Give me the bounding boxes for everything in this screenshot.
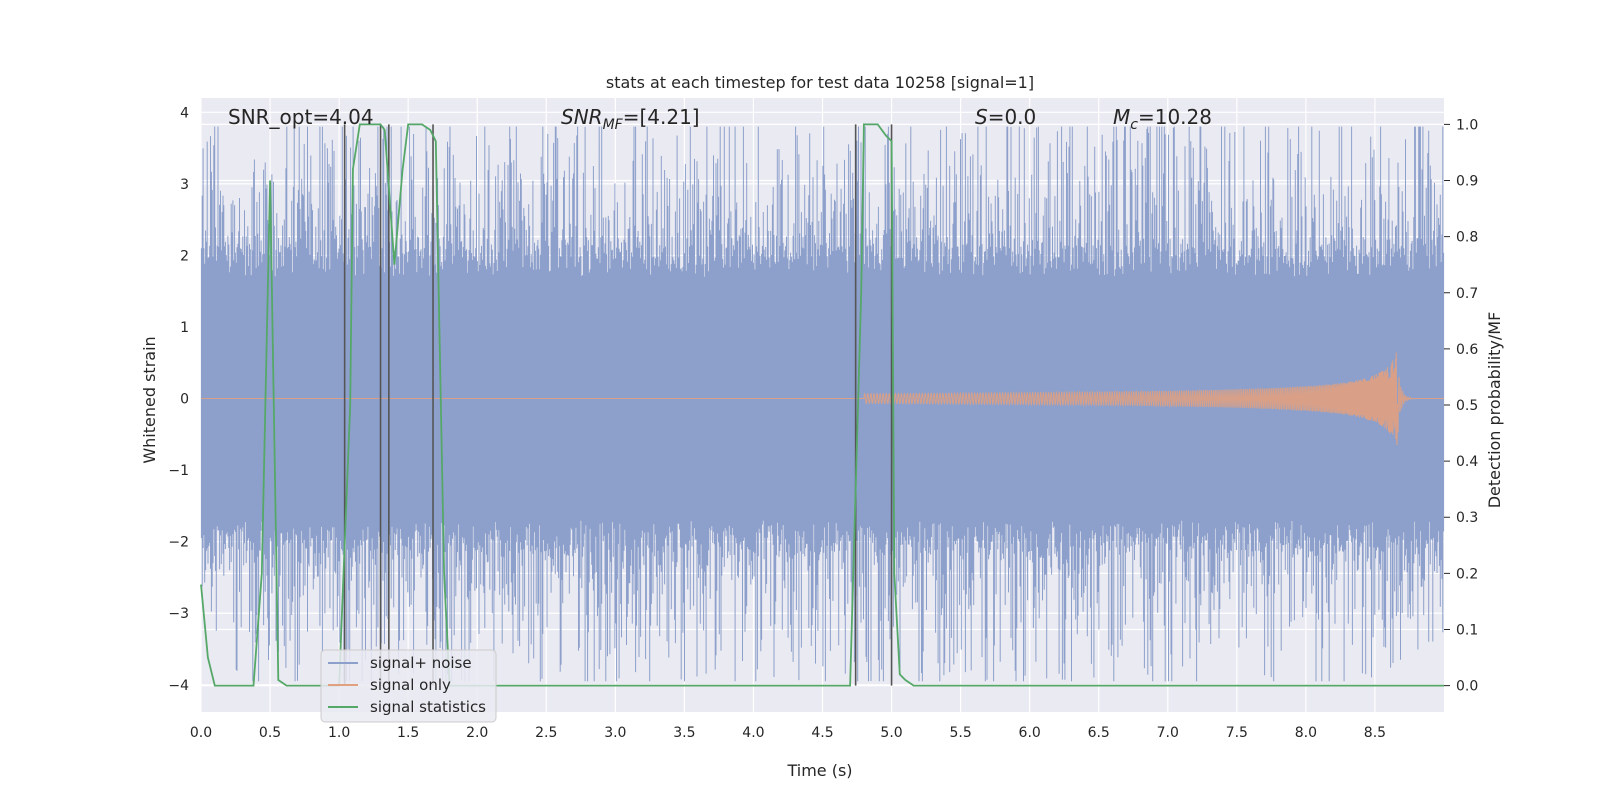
y-tick-label-left: 4 [180,105,189,121]
x-tick-label: 2.0 [466,725,488,741]
x-tick-label: 2.5 [535,725,557,741]
x-tick-label: 0.0 [190,725,212,741]
y-axis-label-right: Detection probability/MF [1485,312,1504,509]
annotation-s: S=0.0 [975,105,1036,129]
vertical-markers [343,124,893,686]
y-tick-label-right: 0.1 [1456,622,1478,638]
legend-label-signal-only: signal only [370,676,451,694]
legend-box [320,649,497,723]
y-tick-label-left: −4 [168,678,189,694]
y-tick-label-left: −3 [168,606,189,622]
y-tick-label-left: −1 [168,463,189,479]
y-tick-label-left: 3 [180,177,189,193]
annotation-snr-opt: SNR_opt=4.04 [228,105,374,129]
x-tick-label: 6.5 [1088,725,1110,741]
y-tick-label-left: 0 [180,392,189,408]
x-tick-label: 8.0 [1295,725,1317,741]
y-tick-label-right: 0.4 [1456,454,1478,470]
axis-ticks: 0.0 0.5 1.0 1.5 2.0 2.5 3.0 3.5 4.0 4.5 5.0 5.5 6.0 6… [168,105,1478,741]
legend: signal+ noise signal only signal statist… [320,649,497,723]
legend-label-signal-noise: signal+ noise [370,654,472,672]
probability-line [200,123,1444,687]
y-tick-label-right: 0.2 [1456,566,1478,582]
x-tick-label: 8.5 [1364,725,1386,741]
legend-label-signal-statistics: signal statistics [370,698,486,716]
x-tick-label: 1.0 [328,725,350,741]
y-tick-label-right: 0.3 [1456,510,1478,526]
x-tick-label: 1.5 [397,725,419,741]
y-tick-label-right: 0.7 [1456,286,1478,302]
x-tick-label: 6.0 [1019,725,1041,741]
x-tick-label: 4.5 [811,725,833,741]
x-tick-label: 0.5 [259,725,281,741]
chirp-line [201,352,1445,445]
x-tick-label: 5.5 [949,725,971,741]
y-axis-label-left: Whitened strain [140,336,159,463]
y-tick-label-right: 1.0 [1456,117,1478,133]
y-tick-label-right: 0.9 [1456,174,1478,190]
y-tick-label-right: 0.5 [1456,398,1478,414]
series-signal-only [201,352,1445,445]
y-tick-label-right: 0.6 [1456,342,1478,358]
x-tick-label: 3.5 [673,725,695,741]
x-tick-label: 7.5 [1226,725,1248,741]
y-tick-label-right: 0.8 [1456,230,1478,246]
y-tick-label-left: −2 [168,535,189,551]
y-tick-label-left: 1 [180,320,189,336]
x-tick-label: 4.0 [742,725,764,741]
annotation-snr-mf: SNRMF=[4.21] [561,105,700,133]
x-tick-label: 7.0 [1157,725,1179,741]
y-tick-label-right: 0.0 [1456,679,1478,695]
chart-title: stats at each timestep for test data 102… [606,73,1034,92]
annotation-mc: Mc=10.28 [1113,105,1212,133]
series-signal-statistics [200,123,1444,687]
x-tick-label: 3.0 [604,725,626,741]
x-axis-label: Time (s) [786,761,852,780]
x-tick-label: 5.0 [880,725,902,741]
y-tick-label-left: 2 [180,248,189,264]
